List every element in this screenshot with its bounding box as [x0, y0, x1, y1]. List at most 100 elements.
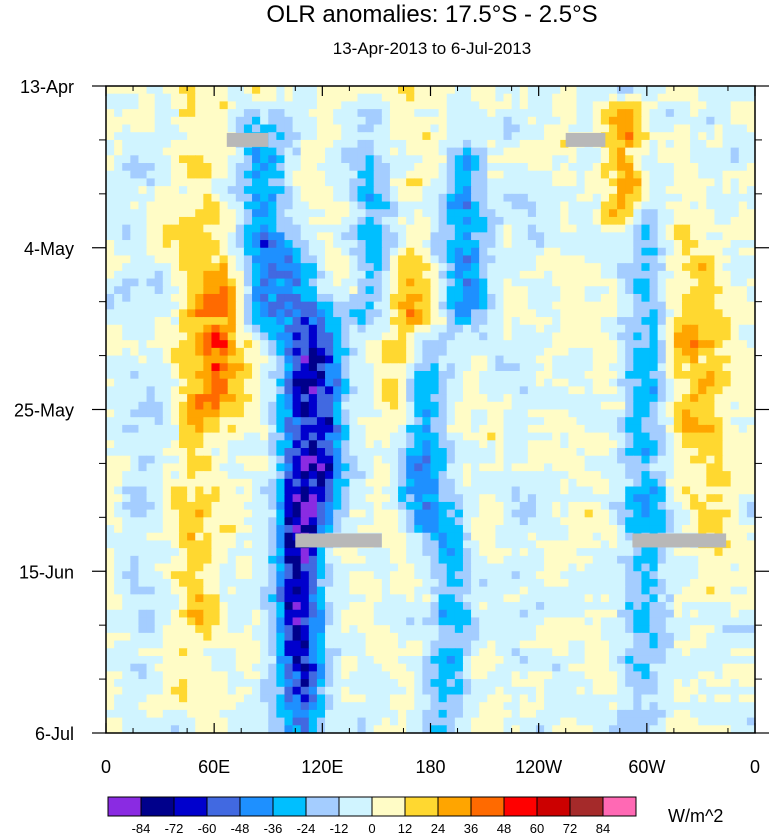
- heatmap-cell: [122, 139, 131, 149]
- heatmap-cell: [235, 501, 245, 511]
- heatmap-cell: [438, 247, 448, 257]
- heatmap-cell: [584, 378, 594, 387]
- heatmap-cell: [430, 548, 440, 557]
- heatmap-cell: [600, 186, 610, 195]
- heatmap-cell: [146, 116, 156, 126]
- heatmap-cell: [398, 478, 407, 488]
- heatmap-cell: [519, 93, 529, 102]
- heatmap-cell: [535, 101, 545, 110]
- heatmap-cell: [179, 270, 188, 280]
- heatmap-cell: [625, 332, 634, 341]
- heatmap-cell: [617, 347, 626, 357]
- heatmap-cell: [511, 386, 521, 395]
- heatmap-cell: [333, 448, 342, 457]
- heatmap-cell: [284, 378, 294, 387]
- heatmap-cell: [284, 501, 294, 511]
- heatmap-cell: [276, 417, 286, 426]
- heatmap-cell: [284, 440, 294, 449]
- heatmap-cell: [406, 232, 415, 241]
- heatmap-cell: [268, 417, 277, 426]
- heatmap-cell: [641, 370, 651, 380]
- heatmap-cell: [649, 378, 659, 387]
- heatmap-cell: [462, 132, 472, 141]
- heatmap-cell: [690, 124, 699, 133]
- heatmap-cell: [138, 317, 148, 326]
- heatmap-cell: [681, 432, 691, 441]
- heatmap-cell: [398, 463, 407, 472]
- heatmap-cell: [738, 155, 748, 164]
- heatmap-cell: [690, 86, 699, 95]
- heatmap-cell: [349, 363, 359, 372]
- heatmap-cell: [341, 448, 350, 457]
- heatmap-cell: [665, 370, 675, 380]
- heatmap-cell: [633, 424, 643, 434]
- heatmap-cell: [576, 116, 586, 126]
- heatmap-cell: [730, 424, 740, 434]
- heatmap-cell: [406, 355, 415, 364]
- heatmap-cell: [138, 155, 148, 164]
- heatmap-cell: [544, 386, 553, 395]
- heatmap-cell: [552, 501, 561, 511]
- heatmap-cell: [114, 232, 123, 241]
- heatmap-cell: [146, 201, 156, 210]
- heatmap-cell: [633, 139, 643, 149]
- heatmap-cell: [106, 540, 115, 549]
- heatmap-cell: [625, 101, 634, 110]
- heatmap-cell: [187, 201, 196, 210]
- heatmap-cell: [657, 432, 667, 441]
- heatmap-cell: [187, 540, 196, 549]
- heatmap-cell: [398, 355, 407, 364]
- heatmap-cell: [243, 240, 253, 249]
- heatmap-cell: [511, 93, 521, 102]
- heatmap-cell: [592, 324, 602, 334]
- heatmap-cell: [414, 532, 423, 542]
- heatmap-cell: [503, 548, 513, 557]
- heatmap-cell: [357, 417, 367, 426]
- heatmap-cell: [738, 463, 748, 472]
- heatmap-cell: [179, 193, 188, 203]
- heatmap-cell: [641, 494, 651, 503]
- heatmap-cell: [333, 201, 342, 210]
- heatmap-cell: [722, 109, 732, 118]
- heatmap-cell: [276, 93, 286, 102]
- heatmap-cell: [511, 232, 521, 241]
- heatmap-cell: [268, 471, 277, 480]
- heatmap-cell: [398, 116, 407, 126]
- heatmap-cell: [227, 186, 237, 195]
- heatmap-cell: [673, 517, 683, 526]
- heatmap-cell: [665, 478, 675, 488]
- heatmap-cell: [511, 178, 521, 187]
- heatmap-cell: [608, 432, 618, 441]
- heatmap-cell: [179, 509, 188, 518]
- heatmap-cell: [389, 278, 399, 287]
- heatmap-cell: [219, 193, 229, 203]
- heatmap-cell: [552, 555, 561, 565]
- heatmap-cell: [544, 355, 553, 364]
- heatmap-cell: [633, 332, 643, 341]
- heatmap-cell: [333, 101, 342, 110]
- heatmap-cell: [227, 409, 237, 418]
- heatmap-cell: [592, 201, 602, 210]
- heatmap-cell: [649, 363, 659, 372]
- heatmap-cell: [633, 463, 643, 472]
- heatmap-cell: [665, 501, 675, 511]
- heatmap-cell: [187, 93, 196, 102]
- heatmap-cell: [179, 332, 188, 341]
- heatmap-cell: [462, 370, 472, 380]
- heatmap-cell: [398, 471, 407, 480]
- heatmap-cell: [373, 548, 383, 557]
- heatmap-cell: [560, 440, 570, 449]
- heatmap-cell: [535, 209, 545, 218]
- heatmap-cell: [300, 394, 310, 403]
- heatmap-cell: [365, 240, 375, 249]
- heatmap-cell: [608, 278, 618, 287]
- heatmap-cell: [592, 363, 602, 372]
- heatmap-cell: [308, 309, 318, 318]
- heatmap-cell: [130, 209, 140, 218]
- heatmap-cell: [560, 517, 570, 526]
- heatmap-cell: [284, 494, 294, 503]
- heatmap-cell: [138, 216, 148, 226]
- heatmap-cell: [560, 170, 570, 180]
- heatmap-cell: [430, 517, 440, 526]
- heatmap-cell: [479, 347, 488, 357]
